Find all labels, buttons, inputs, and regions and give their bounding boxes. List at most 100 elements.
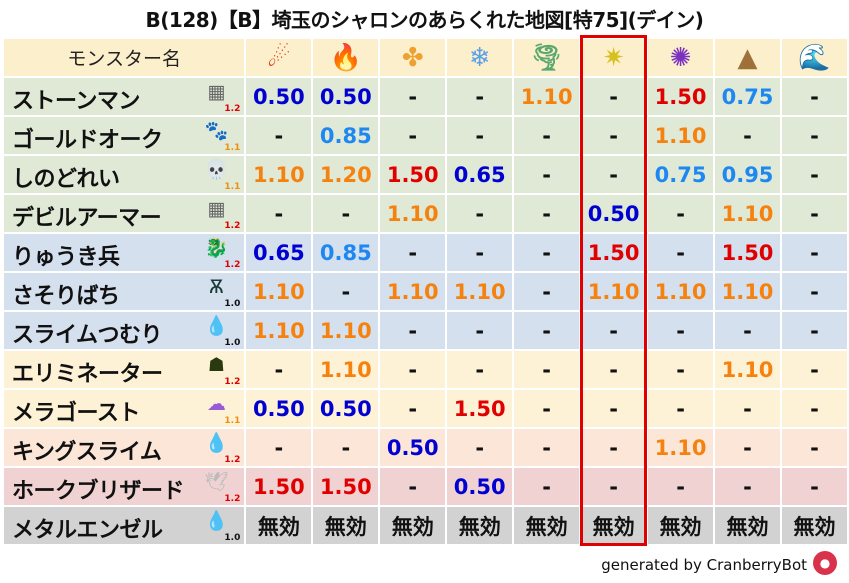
- monster-name-cell: ホークブリザード 🕊 1.2: [4, 468, 245, 505]
- resistance-value: 1.10: [313, 351, 379, 388]
- resistance-value: -: [715, 117, 780, 154]
- resistance-value: 無効: [514, 507, 580, 544]
- monster-name: ホークブリザード: [12, 479, 185, 504]
- monster-name-cell: スライムつむり 💧 1.0: [4, 312, 245, 349]
- monster-name-cell: ゴールドオーク 🐾 1.1: [4, 117, 245, 154]
- column-header-lightning-star-icon: ✷: [581, 39, 647, 76]
- monster-level: 1.1: [224, 143, 241, 153]
- resistance-value: -: [648, 312, 714, 349]
- resistance-value: 0.50: [447, 468, 513, 505]
- column-header-tornado-icon: 🌪: [514, 39, 580, 76]
- table-row: さそりばち Ѫ 1.0 1.10-1.10 1.10-1.10 1.10 1.10-: [4, 273, 847, 310]
- resistance-value: 1.10: [246, 312, 312, 349]
- column-header-ice-flower-icon: ❄: [447, 39, 513, 76]
- resistance-value: -: [380, 468, 446, 505]
- monster-level: 1.0: [224, 299, 241, 309]
- fireball-icon: ☄: [267, 42, 291, 73]
- monster-level: 1.0: [224, 533, 241, 543]
- table-row: エリミネーター ☗ 1.2-1.10- - - - -1.10-: [4, 351, 847, 388]
- resistance-value: -: [581, 117, 647, 154]
- monster-name: さそりばち: [12, 284, 120, 309]
- resistance-value: -: [782, 234, 847, 271]
- resistance-value: -: [514, 195, 580, 232]
- resistance-value: -: [380, 390, 446, 427]
- resistance-value: -: [648, 468, 714, 505]
- resistance-value: 1.10: [648, 117, 714, 154]
- resistance-value: 1.20: [313, 156, 379, 193]
- slime-icon: 💧: [204, 509, 229, 532]
- resistance-value: 無効: [581, 507, 647, 544]
- resistance-value: 無効: [648, 507, 714, 544]
- monster-level: 1.2: [224, 104, 241, 114]
- resistance-value: -: [380, 78, 446, 115]
- monster-name: メタルエンゼル: [12, 518, 163, 543]
- monster-name-cell: メラゴースト ☁ 1.1: [4, 390, 245, 427]
- dragon-icon: 🐉: [204, 236, 229, 259]
- resistance-value: 1.10: [380, 195, 446, 232]
- table-row: キングスライム 💧 1.2- -0.50- - -1.10- -: [4, 429, 847, 466]
- resistance-value: -: [447, 195, 513, 232]
- hooded-ghost-icon: ☗: [207, 353, 225, 376]
- slime-icon: 💧: [204, 431, 229, 454]
- monster-name: キングスライム: [12, 440, 162, 465]
- resistance-value: -: [782, 273, 847, 310]
- resistance-value: -: [514, 117, 580, 154]
- monster-name-cell: しのどれい 💀 1.1: [4, 156, 245, 193]
- resistance-value: -: [313, 429, 379, 466]
- resistance-value: -: [380, 312, 446, 349]
- monster-name-cell: メタルエンゼル 💧 1.0: [4, 507, 245, 544]
- resistance-value: 0.50: [313, 390, 379, 427]
- resistance-value: 1.10: [246, 273, 312, 310]
- resistance-value: 0.85: [313, 234, 379, 271]
- resistance-value: 1.50: [648, 78, 714, 115]
- name-header-label: モンスター名: [67, 48, 181, 70]
- monster-name: ストーンマン: [12, 89, 140, 114]
- resistance-value: -: [581, 390, 647, 427]
- skull-icon: 💀: [204, 158, 229, 181]
- monster-name: スライムつむり: [12, 323, 163, 348]
- resistance-value: 1.50: [447, 390, 513, 427]
- resistance-value: 1.10: [715, 351, 780, 388]
- resistance-value: -: [782, 468, 847, 505]
- table-row: ホークブリザード 🕊 1.2 1.50 1.50-0.50- - - - -: [4, 468, 847, 505]
- monster-name-cell: キングスライム 💧 1.2: [4, 429, 245, 466]
- resistance-value: -: [447, 78, 513, 115]
- purple-ghost-icon: ☁: [206, 392, 226, 415]
- monster-level: 1.0: [224, 338, 241, 348]
- resistance-value: -: [514, 234, 580, 271]
- resistance-value: -: [514, 156, 580, 193]
- table-row: デビルアーマー ▦ 1.2- -1.10- -0.50-1.10-: [4, 195, 847, 232]
- resistance-value: 1.10: [648, 429, 714, 466]
- resistance-value: 0.85: [313, 117, 379, 154]
- brick-wall-icon: ▦: [207, 197, 226, 220]
- resistance-value: -: [246, 195, 312, 232]
- tornado-icon: 🌪: [530, 42, 564, 73]
- resistance-value: -: [648, 351, 714, 388]
- resistance-value: 無効: [313, 507, 379, 544]
- monster-level: 1.1: [224, 182, 241, 192]
- resistance-value: -: [514, 429, 580, 466]
- resistance-value: 1.10: [380, 273, 446, 310]
- resistance-value: 1.10: [581, 273, 647, 310]
- resistance-value: -: [246, 117, 312, 154]
- monster-level: 1.2: [224, 494, 241, 504]
- paw-icon: 🐾: [204, 119, 229, 142]
- resistance-value: -: [782, 156, 847, 193]
- monster-name: しのどれい: [12, 167, 120, 192]
- monster-name-cell: さそりばち Ѫ 1.0: [4, 273, 245, 310]
- resistance-value: -: [246, 429, 312, 466]
- table-row: ストーンマン ▦ 1.2 0.50 0.50- -1.10-1.50 0.75-: [4, 78, 847, 115]
- resistance-value: 1.50: [581, 234, 647, 271]
- page-title: B(128)【B】埼玉のシャロンのあらくれた地図[特75](デイン): [145, 8, 704, 32]
- resistance-value: -: [715, 312, 780, 349]
- flame-icon: 🔥: [329, 42, 362, 73]
- column-header-fireball-icon: ☄: [246, 39, 312, 76]
- resistance-value: -: [447, 234, 513, 271]
- resistance-value: 1.50: [246, 468, 312, 505]
- resistance-value: -: [514, 468, 580, 505]
- resistance-value: 1.10: [246, 156, 312, 193]
- column-header-flame-icon: 🔥: [313, 39, 379, 76]
- monster-name: エリミネーター: [12, 362, 163, 387]
- resistance-value: 0.75: [648, 156, 714, 193]
- column-header-earth-rock-icon: ▲: [715, 39, 780, 76]
